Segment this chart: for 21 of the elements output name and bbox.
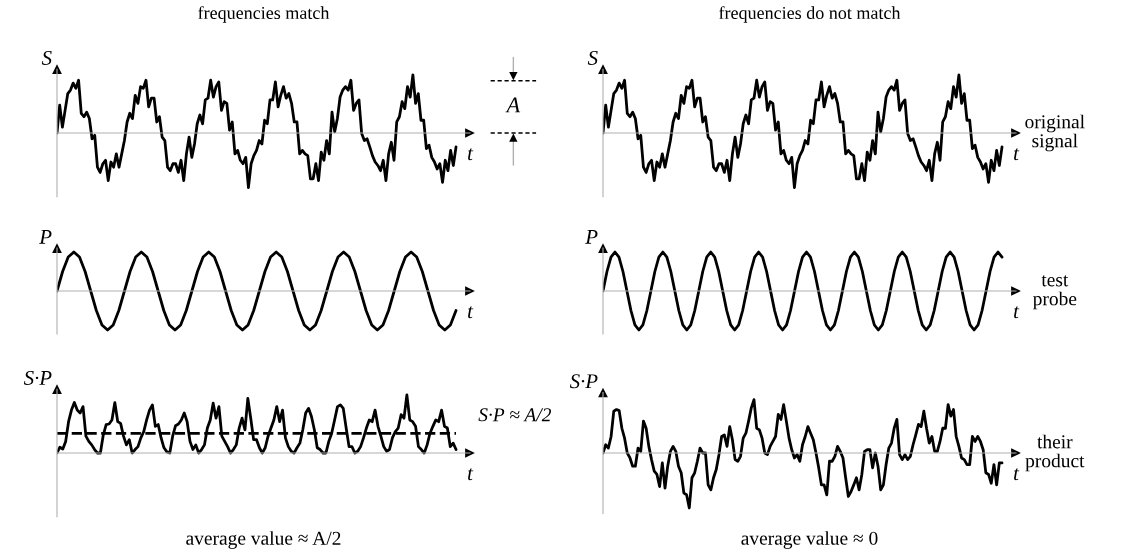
text: their product xyxy=(1025,434,1085,472)
x-axis-title: t xyxy=(1014,148,1020,161)
y-axis-title: S·P xyxy=(569,374,598,389)
x-axis-title: t xyxy=(1014,306,1020,319)
text: test probe xyxy=(1033,275,1077,310)
text: average value ≈ A/2 xyxy=(186,531,341,549)
chart-title: frequencies do not match xyxy=(719,6,901,23)
ref-line-label: S·P ≈ A/2 xyxy=(478,408,552,422)
x-axis-title: t xyxy=(1014,468,1020,481)
chart-title: frequencies match xyxy=(198,6,330,23)
x-axis-title: t xyxy=(468,468,474,481)
x-axis-title: t xyxy=(468,148,474,161)
y-axis-title: P xyxy=(585,230,598,244)
x-axis-title: t xyxy=(468,306,474,319)
text: original signal xyxy=(1025,114,1085,152)
text: average value ≈ 0 xyxy=(741,531,878,549)
y-axis-title: S·P xyxy=(23,370,52,385)
y-axis-title: P xyxy=(39,230,52,244)
y-axis-title: S xyxy=(587,50,598,65)
y-axis-title: S xyxy=(41,50,52,65)
text: A xyxy=(505,97,521,113)
